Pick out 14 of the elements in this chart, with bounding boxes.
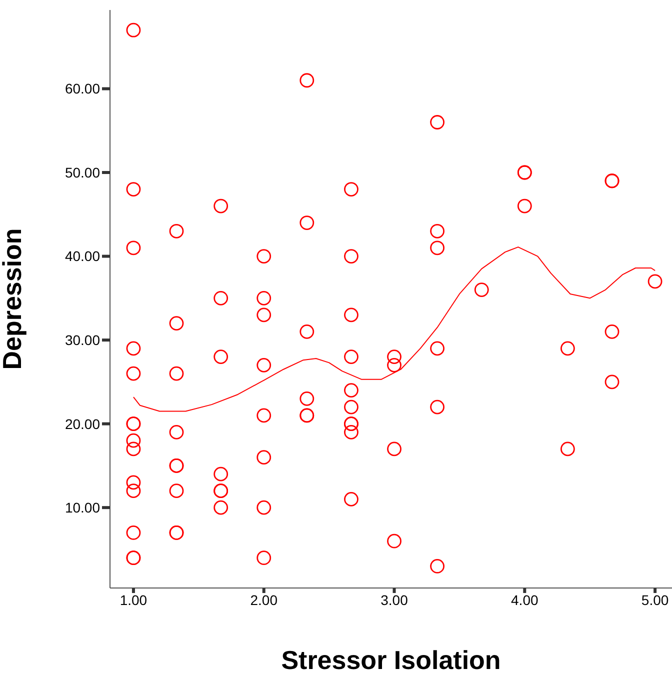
y-tick-label: 10.00 <box>64 500 100 516</box>
x-tick-label: 3.00 <box>380 592 408 608</box>
line-series <box>132 246 656 412</box>
y-tick-label: 60.00 <box>64 80 100 97</box>
y-tick-label: 30.00 <box>64 332 100 348</box>
x-axis-title: Stressor Isolation <box>281 645 501 673</box>
x-tick-label: 2.00 <box>250 592 278 608</box>
x-tick-label: 1.00 <box>120 592 148 608</box>
y-axis-title: Depression <box>0 228 28 370</box>
x-tick-label: 4.00 <box>511 592 538 608</box>
y-tick-label: 20.00 <box>64 416 100 432</box>
y-tick-label: 40.00 <box>64 248 100 264</box>
y-tick-label: 50.00 <box>64 164 100 180</box>
x-tick-label: 5.00 <box>641 592 669 608</box>
